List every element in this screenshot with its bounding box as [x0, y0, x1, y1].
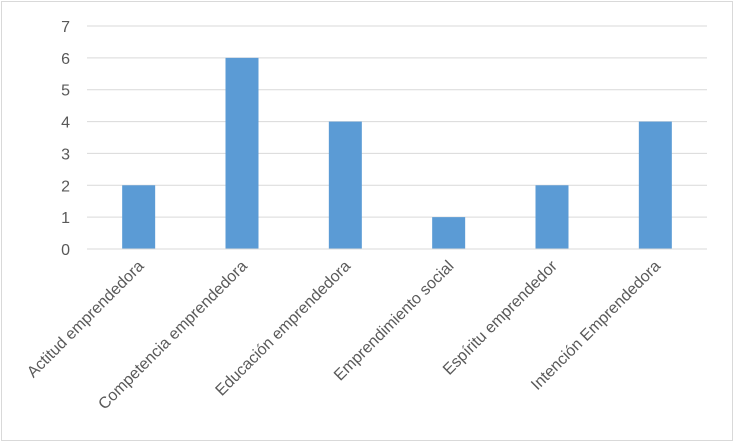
gridlines [87, 25, 707, 218]
y-tick-label: 6 [61, 51, 70, 68]
x-tick-label: Actitud emprendedora [24, 258, 147, 381]
y-tick-label: 5 [61, 83, 70, 100]
bar [638, 121, 672, 249]
y-tick-label: 1 [61, 210, 70, 227]
bar [225, 57, 259, 249]
y-tick-label: 4 [61, 115, 70, 132]
bar [535, 185, 569, 249]
chart-container: 0 1 2 3 4 5 6 7 Actitud emprendedora Competencia… [1, 1, 733, 441]
y-tick-label: 0 [61, 242, 70, 259]
x-tick-label: Espíritu emprendedor [440, 257, 561, 378]
bars [122, 57, 672, 249]
y-tick-label: 2 [61, 178, 70, 195]
y-tick-label: 3 [61, 146, 70, 163]
x-tick-label: Emprendimiento social [331, 258, 457, 384]
bar [122, 185, 156, 249]
y-tick-label: 7 [61, 19, 70, 36]
bar [432, 217, 466, 249]
bar-chart: 0 1 2 3 4 5 6 7 Actitud emprendedoraCompetencia… [24, 19, 707, 413]
y-tick-labels: 0 1 2 3 4 5 6 7 [61, 19, 70, 259]
bar [328, 121, 362, 249]
